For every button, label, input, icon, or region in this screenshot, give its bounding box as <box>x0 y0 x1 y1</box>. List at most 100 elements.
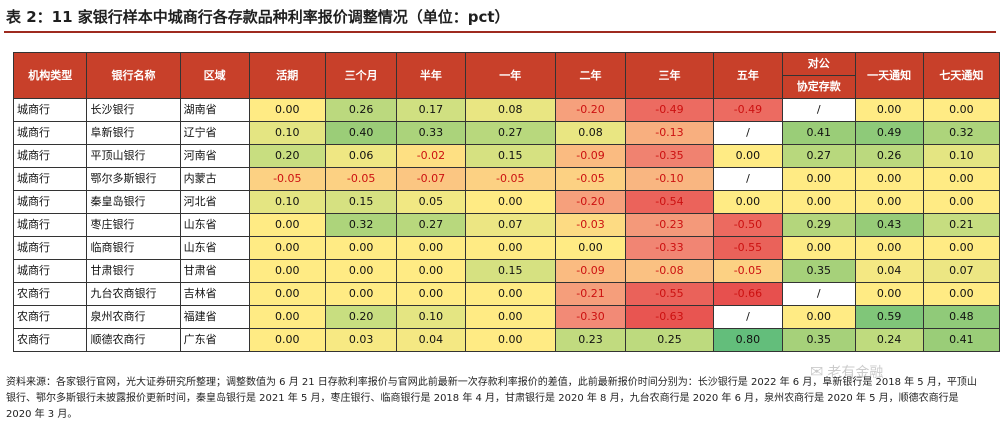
cell-2-year: -0.09 <box>555 144 627 168</box>
cell-7-day-notice: 0.00 <box>922 190 1000 214</box>
cell-region: 广东省 <box>179 328 250 352</box>
cell-3-month: 0.00 <box>324 259 398 283</box>
cell-bank-name: 泉州农商行 <box>86 305 181 329</box>
cell-bank-name: 长沙银行 <box>86 98 181 122</box>
cell-5-year: / <box>712 167 783 191</box>
table-row: 农商行 泉州农商行 福建省 0.00 0.20 0.10 0.00 -0.30 -0.63/0.… <box>12 305 1000 329</box>
cell-bank-name: 平顶山银行 <box>86 144 181 168</box>
cell-agreement-deposit: / <box>781 98 856 122</box>
cell-demand: 0.10 <box>248 190 326 214</box>
cell-6-month: -0.07 <box>396 167 466 191</box>
cell-region: 内蒙古 <box>179 167 250 191</box>
cell-region: 河南省 <box>179 144 250 168</box>
cell-demand: 0.00 <box>248 213 326 237</box>
rate-adjustment-table: 机构类型 银行名称 区域 活期 三个月 半年 一年 二年 三年 五年 对公 一天… <box>12 52 1000 352</box>
table-row: 农商行 九台农商银行 吉林省 0.00 0.00 0.00 0.00 -0.21 -0.55 -0… <box>12 282 1000 306</box>
cell-2-year: 0.00 <box>555 236 627 260</box>
cell-institution-type: 城商行 <box>12 167 88 191</box>
cell-agreement-deposit: 0.35 <box>781 259 856 283</box>
cell-1-day-notice: 0.59 <box>854 305 924 329</box>
table-row: 城商行 阜新银行 辽宁省 0.10 0.40 0.33 0.27 0.08 -0.13/0.41… <box>12 121 1000 145</box>
watermark: ✉ 老有金融 <box>810 362 883 382</box>
cell-demand: 0.00 <box>248 328 326 352</box>
cell-institution-type: 农商行 <box>12 305 88 329</box>
cell-1-day-notice: 0.00 <box>854 236 924 260</box>
cell-3-month: 0.15 <box>324 190 398 214</box>
cell-bank-name: 鄂尔多斯银行 <box>86 167 181 191</box>
header-corporate: 对公 <box>781 52 856 76</box>
cell-demand: 0.20 <box>248 144 326 168</box>
table-row: 城商行 甘肃银行 甘肃省 0.00 0.00 0.00 0.15 -0.09 -0.08 -0.0… <box>12 259 1000 283</box>
cell-demand: 0.10 <box>248 121 326 145</box>
cell-institution-type: 城商行 <box>12 259 88 283</box>
cell-3-year: -0.33 <box>625 236 714 260</box>
cell-3-month: 0.26 <box>324 98 398 122</box>
title-divider <box>4 31 996 33</box>
cell-agreement-deposit: 0.00 <box>781 305 856 329</box>
cell-5-year: -0.05 <box>712 259 783 283</box>
cell-6-month: 0.27 <box>396 213 466 237</box>
header-6-month: 半年 <box>396 52 466 99</box>
table-row: 城商行 鄂尔多斯银行 内蒙古 -0.05 -0.05 -0.07 -0.05 -0.05 -0.… <box>12 167 1000 191</box>
header-3-year: 三年 <box>625 52 714 99</box>
cell-institution-type: 城商行 <box>12 121 88 145</box>
cell-2-year: -0.20 <box>555 190 627 214</box>
cell-6-month: -0.02 <box>396 144 466 168</box>
cell-1-day-notice: 0.26 <box>854 144 924 168</box>
cell-agreement-deposit: 0.35 <box>781 328 856 352</box>
cell-5-year: 0.80 <box>712 328 783 352</box>
cell-7-day-notice: 0.41 <box>922 328 1000 352</box>
cell-7-day-notice: 0.00 <box>922 236 1000 260</box>
cell-bank-name: 甘肃银行 <box>86 259 181 283</box>
cell-3-month: 0.06 <box>324 144 398 168</box>
cell-7-day-notice: 0.00 <box>922 98 1000 122</box>
cell-7-day-notice: 0.21 <box>922 213 1000 237</box>
cell-1-year: 0.07 <box>464 213 557 237</box>
cell-2-year: -0.05 <box>555 167 627 191</box>
cell-3-year: -0.10 <box>625 167 714 191</box>
cell-1-year: -0.05 <box>464 167 557 191</box>
header-7-day-notice: 七天通知 <box>922 52 1000 99</box>
cell-bank-name: 九台农商银行 <box>86 282 181 306</box>
watermark-text: 老有金融 <box>827 365 884 381</box>
header-bank-name: 银行名称 <box>86 52 181 99</box>
table-row: 城商行 长沙银行 湖南省 0.00 0.26 0.17 0.08 -0.20 -0.49 -0.4… <box>12 98 1000 122</box>
cell-1-year: 0.15 <box>464 144 557 168</box>
cell-3-year: -0.54 <box>625 190 714 214</box>
cell-1-year: 0.00 <box>464 305 557 329</box>
cell-5-year: -0.50 <box>712 213 783 237</box>
cell-3-year: -0.63 <box>625 305 714 329</box>
cell-demand: 0.00 <box>248 305 326 329</box>
cell-institution-type: 城商行 <box>12 213 88 237</box>
cell-bank-name: 阜新银行 <box>86 121 181 145</box>
cell-institution-type: 农商行 <box>12 328 88 352</box>
cell-2-year: -0.30 <box>555 305 627 329</box>
cell-6-month: 0.10 <box>396 305 466 329</box>
table-header: 机构类型 银行名称 区域 活期 三个月 半年 一年 二年 三年 五年 对公 一天… <box>12 52 1000 99</box>
cell-agreement-deposit: 0.27 <box>781 144 856 168</box>
cell-7-day-notice: 0.07 <box>922 259 1000 283</box>
cell-5-year: 0.00 <box>712 190 783 214</box>
cell-institution-type: 城商行 <box>12 236 88 260</box>
cell-2-year: -0.03 <box>555 213 627 237</box>
table-row: 城商行 平顶山银行 河南省 0.20 0.06 -0.02 0.15 -0.09 -0.35 0.… <box>12 144 1000 168</box>
header-3-month: 三个月 <box>324 52 398 99</box>
cell-demand: 0.00 <box>248 259 326 283</box>
cell-1-year: 0.00 <box>464 190 557 214</box>
cell-6-month: 0.04 <box>396 328 466 352</box>
cell-3-year: -0.49 <box>625 98 714 122</box>
cell-3-year: -0.55 <box>625 282 714 306</box>
cell-3-year: -0.35 <box>625 144 714 168</box>
cell-7-day-notice: 0.48 <box>922 305 1000 329</box>
cell-5-year: / <box>712 305 783 329</box>
cell-1-year: 0.27 <box>464 121 557 145</box>
cell-demand: 0.00 <box>248 236 326 260</box>
cell-5-year: -0.49 <box>712 98 783 122</box>
cell-institution-type: 城商行 <box>12 190 88 214</box>
cell-1-day-notice: 0.24 <box>854 328 924 352</box>
table-title: 表 2：11 家银行样本中城商行各存款品种利率报价调整情况（单位：pct） <box>6 8 510 26</box>
header-1-day-notice: 一天通知 <box>854 52 924 99</box>
header-5-year: 五年 <box>712 52 783 99</box>
cell-3-year: -0.08 <box>625 259 714 283</box>
cell-6-month: 0.33 <box>396 121 466 145</box>
